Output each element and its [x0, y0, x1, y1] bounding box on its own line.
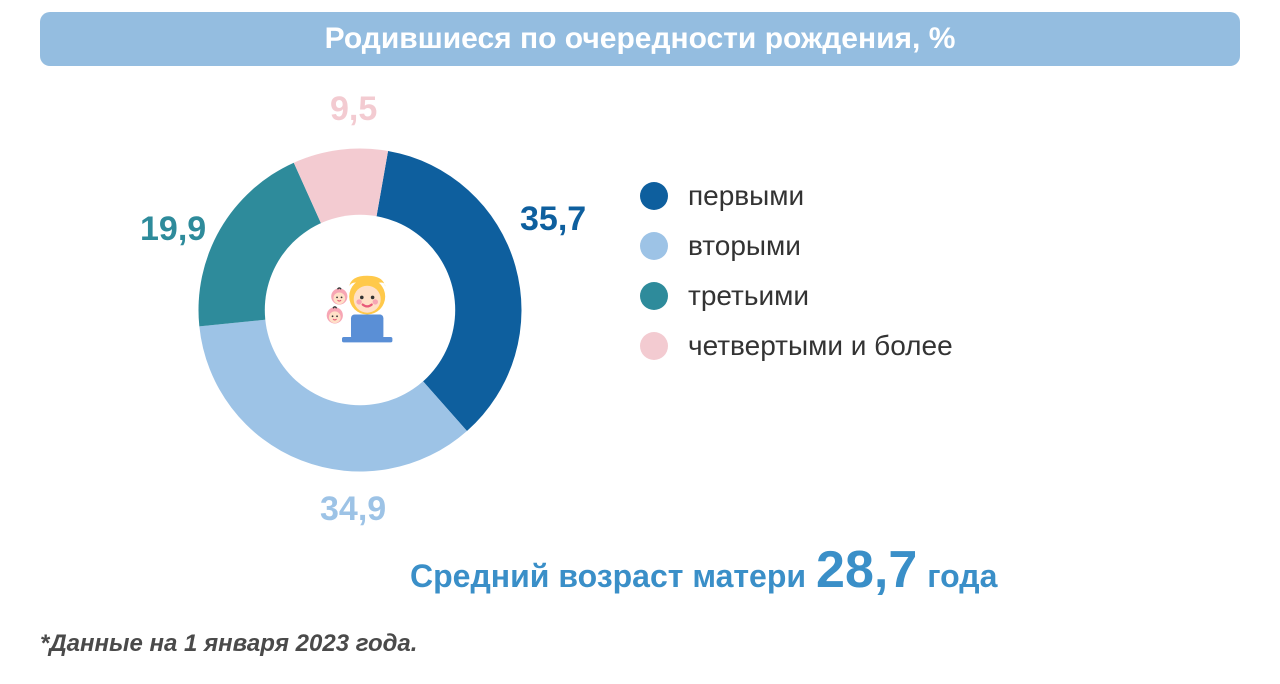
avg-age-suffix: года: [927, 558, 997, 595]
legend-dot-icon: [640, 282, 668, 310]
avg-age-value: 28,7: [816, 540, 917, 600]
legend-item: четвертыми и более: [640, 330, 953, 362]
donut-chart: 35,7 34,9 19,9 9,5: [140, 90, 580, 530]
legend-dot-icon: [640, 332, 668, 360]
slice-label-third: 19,9: [140, 210, 206, 249]
slice-label-first: 35,7: [520, 200, 586, 239]
slice-label-second: 34,9: [320, 490, 386, 529]
avg-age-prefix: Средний возраст матери: [410, 558, 806, 595]
slice-label-fourth: 9,5: [330, 90, 377, 129]
average-age-line: Средний возраст матери 28,7 года: [410, 540, 997, 600]
legend-item: вторыми: [640, 230, 953, 262]
footnote: *Данные на 1 января 2023 года.: [40, 630, 417, 658]
legend-item: третьими: [640, 280, 953, 312]
title-bar: Родившиеся по очередности рождения, %: [40, 12, 1240, 66]
legend-label: четвертыми и более: [688, 330, 953, 362]
legend-label: первыми: [688, 180, 804, 212]
legend: первыми вторыми третьими четвертыми и бо…: [640, 180, 953, 380]
mother-icon: [315, 265, 405, 355]
legend-dot-icon: [640, 232, 668, 260]
legend-label: третьими: [688, 280, 809, 312]
legend-dot-icon: [640, 182, 668, 210]
legend-label: вторыми: [688, 230, 801, 262]
chart-title: Родившиеся по очередности рождения, %: [325, 22, 956, 56]
legend-item: первыми: [640, 180, 953, 212]
